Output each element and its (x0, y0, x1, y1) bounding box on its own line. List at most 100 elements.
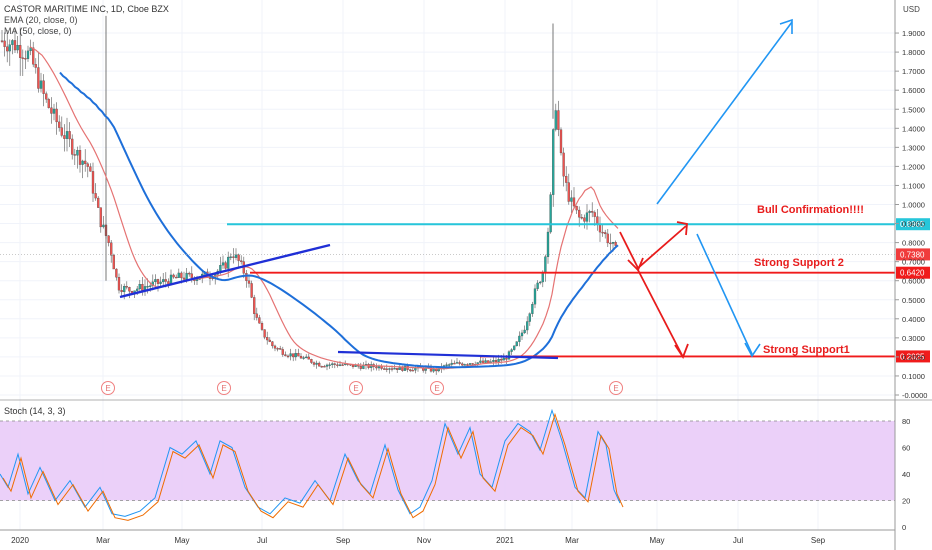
candle-body (188, 272, 191, 275)
candle-body (260, 323, 264, 330)
time-tick-label: May (649, 536, 664, 545)
stoch-pane (0, 408, 895, 521)
level-price-label: 0.6420 (900, 269, 925, 278)
level-price-tag (896, 248, 930, 261)
price-tick-label: -0.0000 (902, 391, 927, 400)
candle-body (219, 265, 222, 272)
candle-body (73, 154, 76, 156)
candle-body (6, 46, 9, 52)
candle-body (554, 110, 557, 130)
earnings-marker (101, 381, 115, 395)
candle-body (19, 45, 22, 58)
candle-body (591, 211, 594, 213)
candle-body (403, 365, 407, 371)
candle-body (362, 365, 365, 369)
candle-body (263, 329, 266, 338)
candle-body (29, 47, 32, 52)
level-price-tag (896, 350, 930, 363)
candle-body (271, 341, 274, 347)
price-tick-label: 1.5000 (902, 105, 925, 114)
candle-body (323, 366, 326, 368)
candle-body (388, 368, 391, 370)
horizontal-levels: 0.8965 0.7380 0.6420 0.2025 (0, 218, 930, 363)
price-axis: 1.9000 1.8000 1.7000 1.6000 1.5000 1.4000 1.30… (895, 29, 927, 400)
candle-body (13, 40, 17, 51)
red-arrow-head (676, 221, 688, 236)
candle-body (448, 364, 451, 366)
price-tick-label: 1.7000 (902, 67, 925, 76)
ma-line (59, 71, 619, 369)
stoch-d-line (2, 412, 624, 521)
candle-body (575, 205, 578, 211)
candle-body (383, 368, 386, 370)
chart-title: CASTOR MARITIME INC, 1D, Cboe BZX (4, 4, 169, 14)
candle-body (71, 138, 74, 155)
candle-body (583, 217, 586, 222)
candle-body (39, 80, 43, 89)
candle-body (24, 58, 27, 60)
candle-body (414, 367, 417, 371)
candle-body (385, 368, 388, 370)
candle-body (289, 353, 292, 357)
candle-body (102, 224, 105, 228)
candle-body (284, 354, 287, 357)
candle-body (154, 279, 157, 283)
level-price-label: 0.2025 (900, 352, 925, 361)
candle-body (175, 276, 178, 279)
candle-body (609, 242, 612, 245)
candle-body (237, 254, 240, 261)
candle-body (50, 107, 53, 114)
candle-body (65, 131, 69, 139)
candle-body (68, 131, 71, 140)
candle-body (505, 357, 508, 360)
price-tick-label: 0.2000 (902, 353, 925, 362)
candle-body (120, 290, 123, 293)
level-price-tag (896, 266, 930, 279)
candle-body (286, 355, 290, 358)
candle-body (544, 256, 547, 273)
candle-body (81, 160, 84, 165)
level-price-label: 0.8965 (900, 220, 925, 229)
candle-body (276, 348, 279, 350)
candle-body (450, 362, 453, 365)
price-tick-label: 1.8000 (902, 48, 925, 57)
time-tick-label: May (174, 536, 189, 545)
candle-body (253, 297, 256, 314)
candle-body (510, 349, 513, 352)
price-tick-label: 1.1000 (902, 181, 925, 190)
candle-body (125, 286, 128, 288)
candle-body (299, 355, 303, 359)
candle-body (0, 40, 4, 42)
candle-body (302, 357, 305, 359)
stoch-tick-label: 0 (902, 523, 906, 532)
candle-body (107, 235, 110, 243)
candle-body (21, 57, 24, 59)
candle-body (159, 281, 162, 284)
candle-body (559, 129, 563, 154)
price-tick-label: 1.4000 (902, 124, 925, 133)
candle-body (375, 366, 378, 369)
candle-body (492, 360, 495, 362)
earnings-marker-label: E (434, 384, 439, 393)
red-arrow-down (637, 269, 684, 358)
candle-body (606, 233, 609, 244)
candle-body (94, 193, 97, 199)
candle-body (89, 166, 92, 172)
candle-body (138, 284, 141, 290)
price-tick-label: 0.7000 (902, 258, 925, 267)
candle-body (42, 80, 45, 94)
candle-body (536, 282, 539, 289)
candle-body (520, 332, 524, 337)
candle-body (250, 283, 253, 298)
price-tick-label: 0.5000 (902, 296, 925, 305)
candle-body (156, 279, 160, 284)
candle-body (294, 353, 297, 358)
candle-body (580, 217, 583, 219)
candle-body (110, 242, 113, 256)
time-tick-label: Nov (417, 536, 431, 545)
time-tick-label: Mar (565, 536, 579, 545)
candle-body (164, 279, 167, 282)
candle-body (34, 64, 37, 68)
stoch-title: Stoch (14, 3, 3) (4, 406, 66, 416)
candle-body (247, 280, 251, 284)
